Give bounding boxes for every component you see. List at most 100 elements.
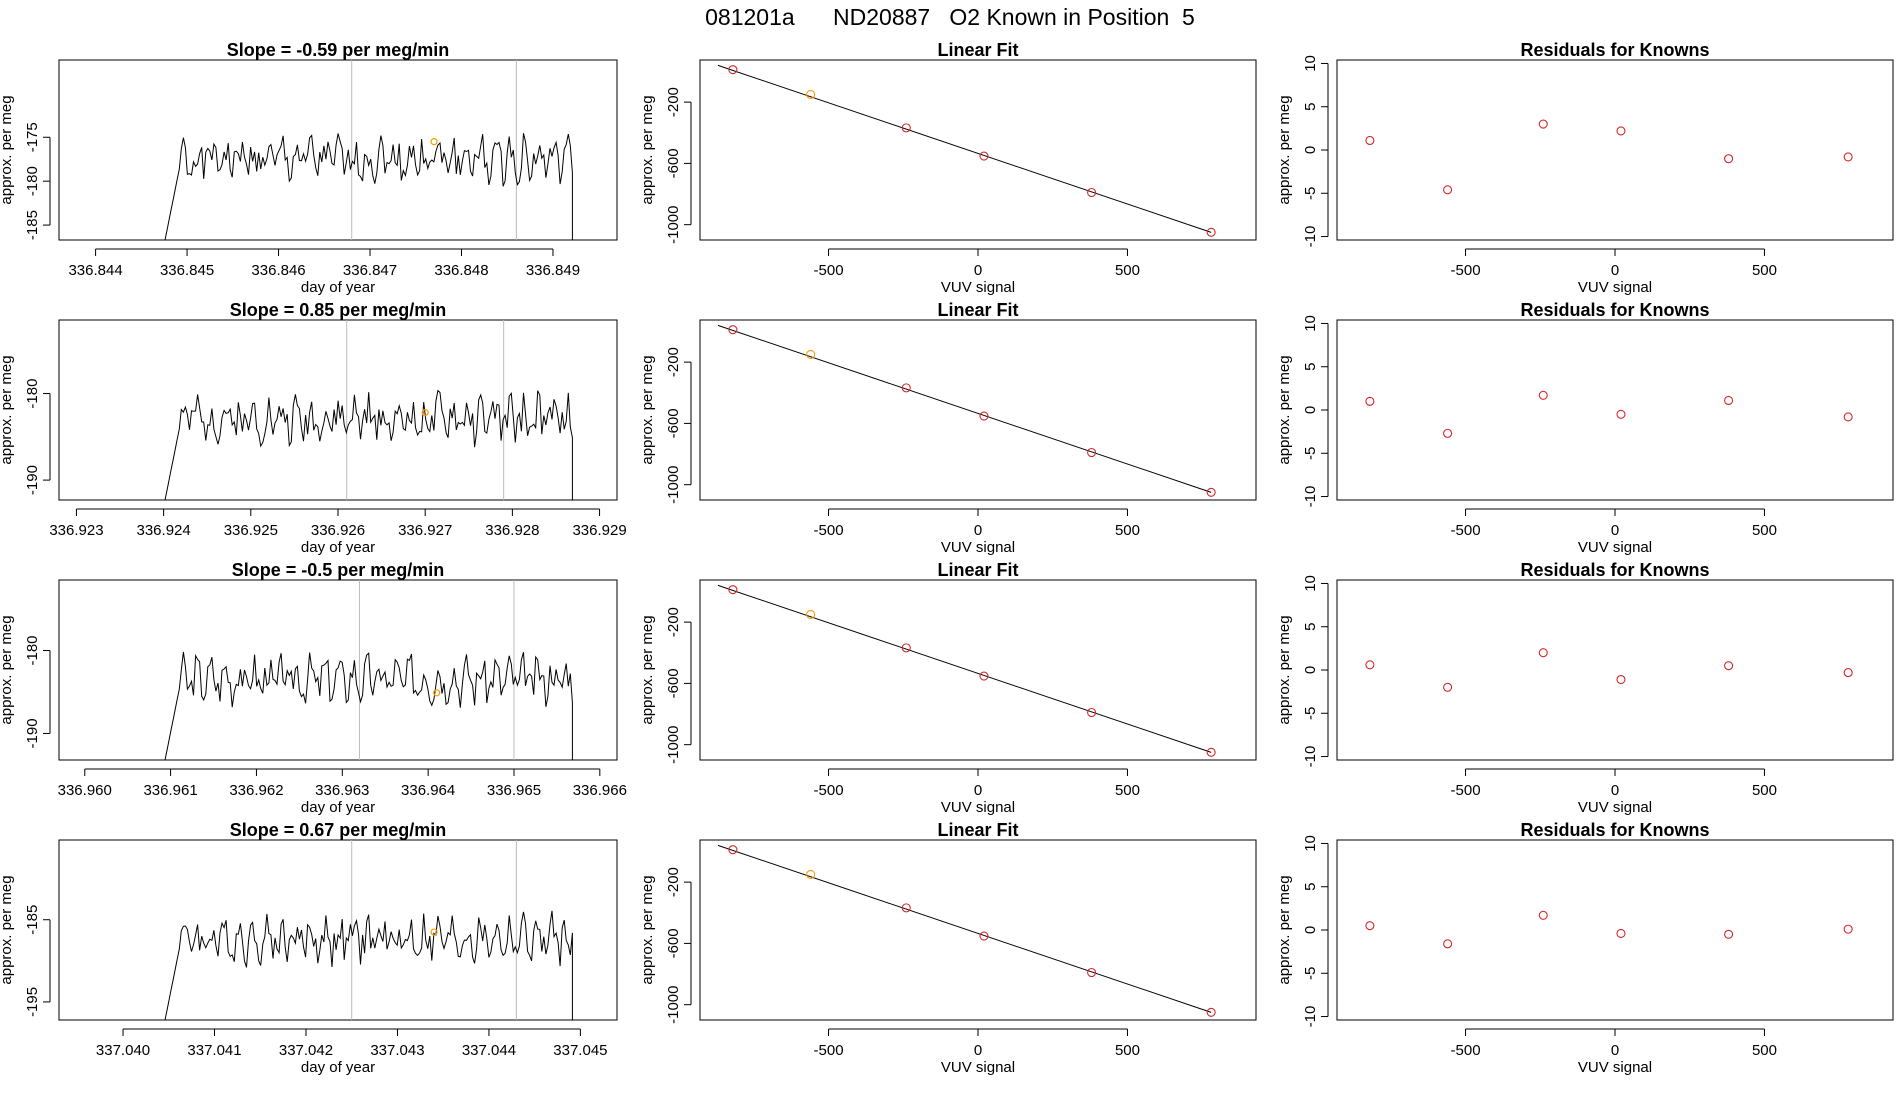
plot-panel [684, 839, 1257, 1036]
data-point [1616, 126, 1626, 136]
y-axis-label: approx. per meg [0, 615, 15, 724]
y-tick-label: -195 [24, 987, 41, 1017]
data-point [1443, 185, 1453, 195]
y-tick-label: -600 [665, 928, 682, 958]
data-point [1843, 668, 1853, 678]
data-point [1724, 395, 1734, 406]
plot-frame [1336, 839, 1894, 1021]
plot-frame [699, 319, 1257, 501]
plot-frame [699, 579, 1257, 761]
data-point [1365, 396, 1375, 406]
y-tick-label: 0 [1302, 406, 1319, 414]
data-point [901, 643, 911, 653]
x-axis-label: VUV signal [1578, 539, 1652, 556]
y-tick-label: -200 [665, 87, 682, 117]
plot-frame [1336, 59, 1894, 241]
plot-frame [58, 319, 618, 501]
x-tick-label: -500 [814, 782, 844, 799]
data-point [728, 65, 738, 75]
data-point [1843, 412, 1853, 422]
x-axis-label: VUV signal [1578, 799, 1652, 816]
data-point [901, 123, 911, 133]
plot-title: Linear Fit [937, 560, 1018, 580]
y-axis-label: approx. per meg [639, 875, 656, 984]
x-tick-label: 337.043 [370, 1042, 424, 1059]
highlight-point [433, 689, 441, 697]
x-tick-label: 336.929 [572, 522, 626, 539]
plot-panel [43, 59, 618, 256]
data-point [1843, 924, 1853, 934]
x-tick-label: 336.848 [434, 262, 488, 279]
highlight-point [806, 869, 816, 880]
x-tick-label: -500 [1451, 1042, 1481, 1059]
data-point [1538, 648, 1548, 658]
y-tick-label: -180 [24, 635, 41, 665]
x-tick-label: 0 [974, 1042, 982, 1059]
y-tick-label: 5 [1302, 623, 1319, 631]
x-tick-label: 336.849 [526, 262, 580, 279]
x-tick-label: 336.845 [160, 262, 214, 279]
y-tick-label: -5 [1302, 187, 1319, 200]
y-tick-label: -10 [1302, 486, 1319, 508]
x-tick-label: 336.847 [343, 262, 397, 279]
plot-panel [684, 59, 1257, 256]
y-axis-label: approx. per meg [639, 355, 656, 464]
y-tick-label: -200 [665, 867, 682, 897]
x-tick-label: -500 [1451, 262, 1481, 279]
plot-title: Linear Fit [937, 40, 1018, 60]
page-title: 081201a ND20887 O2 Known in Position 5 [705, 4, 1195, 30]
data-point [1443, 682, 1453, 692]
fit-line [717, 844, 1212, 1013]
data-point [1206, 747, 1216, 757]
y-tick-label: -5 [1302, 707, 1319, 720]
y-tick-label: 10 [1302, 835, 1319, 852]
x-tick-label: 336.844 [68, 262, 122, 279]
plot-frame [58, 579, 618, 761]
x-tick-label: 500 [1115, 262, 1140, 279]
x-tick-label: 336.966 [573, 782, 627, 799]
data-point [1206, 227, 1216, 237]
x-tick-label: 0 [974, 262, 982, 279]
y-tick-label: -1000 [665, 205, 682, 243]
y-tick-label: -190 [24, 465, 41, 495]
x-tick-label: 336.960 [58, 782, 112, 799]
data-point [1206, 487, 1216, 497]
data-trace [164, 910, 573, 1020]
data-point [979, 931, 989, 941]
data-trace [164, 389, 573, 500]
y-tick-label: -1000 [665, 465, 682, 503]
plot-panel [43, 839, 618, 1036]
y-tick-label: -200 [665, 607, 682, 637]
x-axis-label: day of year [301, 279, 375, 296]
fit-line [717, 584, 1212, 753]
y-axis-label: approx. per meg [639, 95, 656, 204]
y-axis-label: approx. per meg [0, 875, 15, 984]
plot-frame [58, 839, 618, 1021]
x-tick-label: 500 [1115, 1042, 1140, 1059]
y-tick-label: 0 [1302, 666, 1319, 674]
y-tick-label: -10 [1302, 746, 1319, 768]
plot-frame [1336, 579, 1894, 761]
x-axis-label: VUV signal [1578, 1059, 1652, 1076]
x-tick-label: 336.925 [224, 522, 278, 539]
x-tick-label: -500 [814, 1042, 844, 1059]
x-tick-label: 500 [1115, 522, 1140, 539]
data-point [901, 383, 911, 393]
y-axis-label: approx. per meg [1276, 355, 1293, 464]
data-point [1443, 939, 1453, 949]
plot-title: Linear Fit [937, 820, 1018, 840]
y-tick-label: -5 [1302, 447, 1319, 460]
y-tick-label: -10 [1302, 1006, 1319, 1028]
y-tick-label: 0 [1302, 146, 1319, 154]
data-point [1538, 910, 1548, 920]
data-point [1087, 967, 1097, 978]
data-point [1538, 390, 1548, 400]
plot-title: Slope = 0.67 per meg/min [230, 820, 447, 840]
plot-panel [43, 579, 618, 776]
x-tick-label: 337.044 [462, 1042, 516, 1059]
data-point [1616, 409, 1626, 419]
x-tick-label: 0 [974, 782, 982, 799]
x-tick-label: 337.040 [96, 1042, 150, 1059]
